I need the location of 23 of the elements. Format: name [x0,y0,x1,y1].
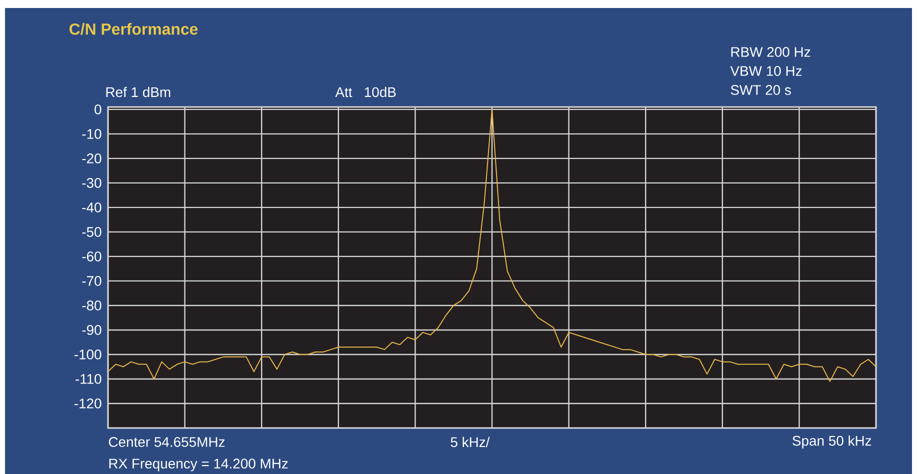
text: Ref 1 dBm [106,86,170,98]
y-tick-label: -100 [74,350,102,360]
y-tick-label: -110 [76,374,102,384]
text: Span 50 kHz [792,435,872,448]
y-tick-label: 0 [94,104,102,114]
y-tick-label: -80 [82,300,102,310]
y-tick-label: -50 [82,227,102,237]
text: VBW 10 Hz [730,66,802,76]
y-tick-label: -60 [82,252,102,262]
y-tick-label: -70 [82,276,102,286]
text: RX Frequency = 14.200 MHz [109,458,288,472]
y-tick-label: -30 [82,178,102,188]
text: RBW 200 Hz [731,47,810,57]
y-tick-label: -120 [74,398,102,408]
y-tick-label: -40 [82,202,102,212]
y-tick-label: -10 [82,128,102,139]
text: Center 54.655MHz [108,437,225,447]
y-tick-label: -20 [82,154,102,164]
y-tick-label: -90 [82,325,102,335]
chart-title: C/N Performance [70,23,198,35]
text: 5 kHz/ [450,436,490,448]
text: SWT 20 s [730,85,791,95]
text: Att 10dB [335,86,396,98]
